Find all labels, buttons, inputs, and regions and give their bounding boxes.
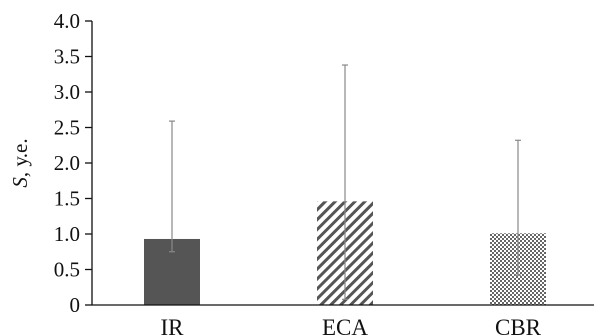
- y-tick-label: 0: [70, 293, 81, 317]
- y-tick-label: 3.5: [54, 45, 80, 69]
- y-tick-label: 4.0: [54, 9, 80, 33]
- x-category-label: ECA: [322, 315, 368, 336]
- y-tick-label: 0.5: [54, 258, 80, 282]
- error-bars-group: [169, 64, 521, 300]
- y-tick-label: 1.5: [54, 187, 80, 211]
- y-tick-label: 2.0: [54, 151, 80, 175]
- x-category-label: CBR: [495, 315, 542, 336]
- x-category-label: IR: [161, 315, 185, 336]
- y-tick-label: 1.0: [54, 222, 80, 246]
- y-tick-label: 3.0: [54, 80, 80, 104]
- y-axis-title: S, у.е.: [8, 138, 32, 187]
- y-axis-ticks: 0 0.5 1.0 1.5 2.0 2.5 3.0 3.5 4.0: [54, 9, 92, 317]
- y-axis-symbol: S: [8, 177, 32, 188]
- x-axis-labels: IR ECA CBR: [161, 315, 542, 336]
- y-tick-label: 2.5: [54, 116, 80, 140]
- y-axis-unit: , у.е.: [8, 138, 32, 177]
